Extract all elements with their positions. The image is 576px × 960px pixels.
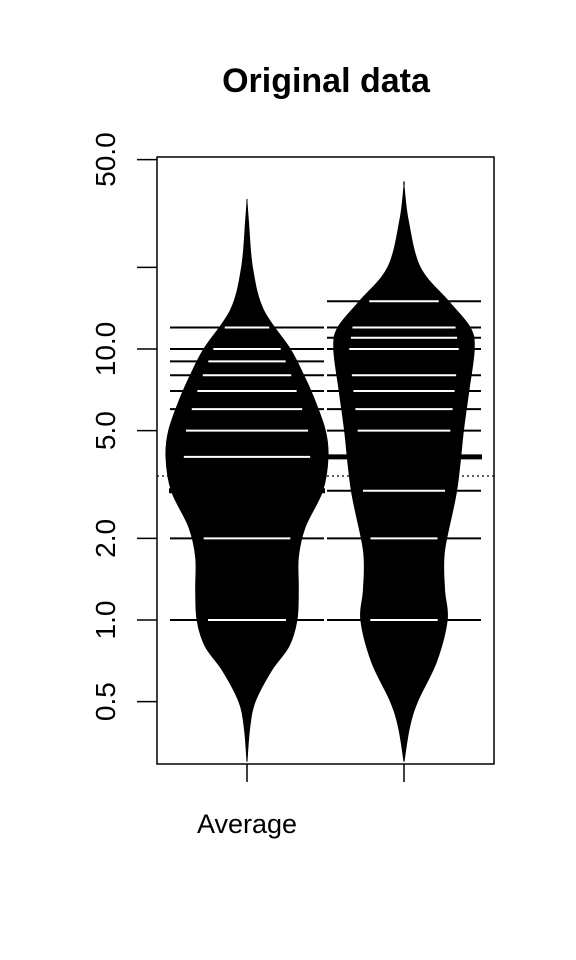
y-axis: 0.5 1.0 2.0 5.0 10.0 50.0 (90, 132, 157, 721)
bean-1 (165, 198, 329, 762)
plot-frame (156, 156, 495, 765)
chart-title: Original data (222, 62, 431, 100)
bean-shape (333, 181, 475, 762)
y-tick-label: 50.0 (90, 132, 121, 187)
beans-layer (165, 181, 482, 762)
y-tick-label: 5.0 (90, 411, 121, 450)
bean-2 (326, 181, 482, 762)
y-tick-label: 2.0 (90, 519, 121, 558)
x-axis: Average (197, 764, 405, 839)
y-tick-label: 1.0 (90, 601, 121, 640)
y-tick-label: 10.0 (90, 322, 121, 377)
bean-shape (165, 198, 329, 762)
y-tick-label: 0.5 (90, 682, 121, 721)
x-category-label: Average (197, 809, 297, 839)
